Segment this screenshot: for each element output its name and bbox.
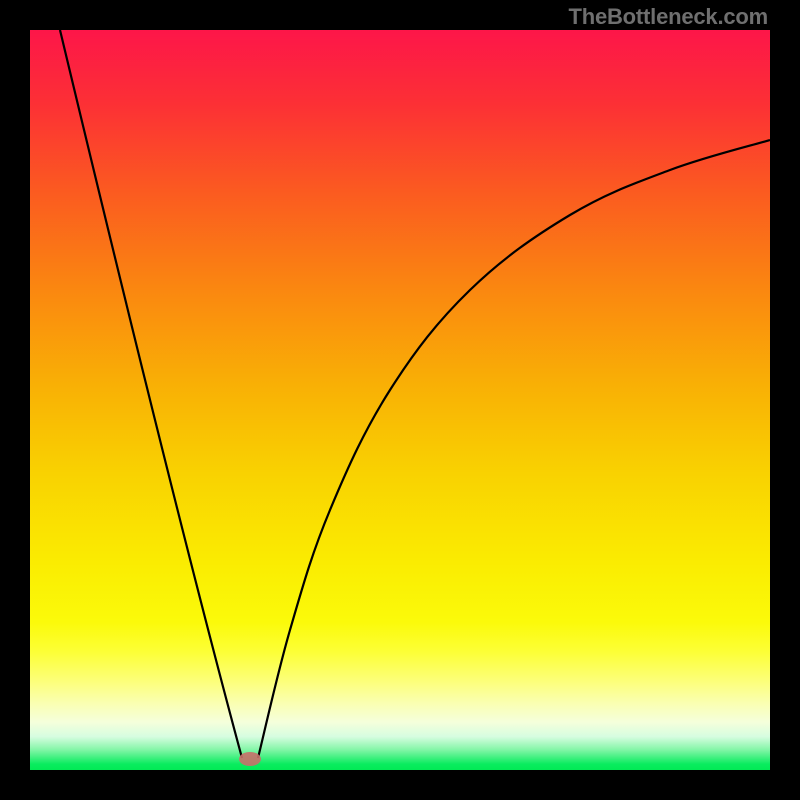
curve-layer: [30, 30, 770, 770]
curve-right-branch: [258, 140, 770, 758]
plot-area: [30, 30, 770, 770]
minimum-marker: [239, 752, 261, 766]
chart-frame: TheBottleneck.com: [0, 0, 800, 800]
watermark-text: TheBottleneck.com: [568, 4, 768, 30]
curve-left-branch: [60, 30, 242, 758]
